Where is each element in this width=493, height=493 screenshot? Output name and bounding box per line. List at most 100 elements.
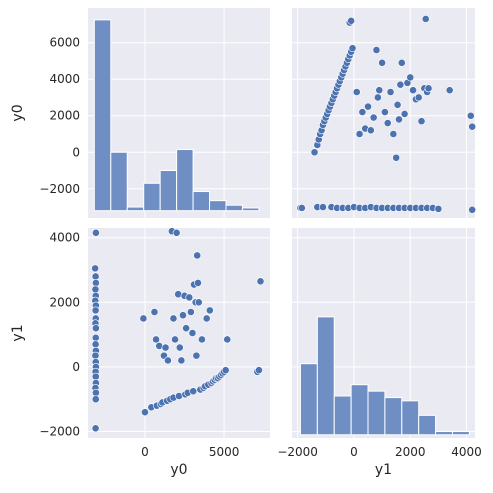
histogram-bar <box>110 151 128 212</box>
scatter-point <box>155 342 164 350</box>
scatter-point <box>406 73 415 82</box>
scatter-point <box>150 308 159 316</box>
scatter-point <box>255 366 263 375</box>
x-tick-label: 2000 <box>395 445 426 459</box>
histogram-bar <box>333 395 352 436</box>
y-axis-label-y0: y0 <box>10 104 26 121</box>
histogram-bar <box>159 170 178 212</box>
panel-background <box>88 228 270 438</box>
scatter-point <box>355 130 364 138</box>
y-tick: −2000 <box>39 425 80 439</box>
scatter-point <box>91 306 100 315</box>
scatter-point <box>414 93 423 102</box>
scatter-point <box>141 408 149 417</box>
histogram-bar <box>143 182 161 212</box>
histogram-bar <box>316 316 335 436</box>
scatter-point <box>182 324 191 333</box>
y-tick-label: 6000 <box>49 36 80 50</box>
x-tick: 2000 <box>395 445 426 459</box>
scatter-point <box>434 204 443 213</box>
y-tick: 2000 <box>49 295 80 309</box>
y-tick-label: 4000 <box>49 231 80 245</box>
scatter-point <box>91 424 100 433</box>
scatter-point <box>152 335 160 344</box>
y-tick: −2000 <box>39 182 80 196</box>
scatter-point <box>188 329 197 337</box>
x-tick: 4000 <box>451 445 482 459</box>
x-tick-label: 5000 <box>209 445 240 459</box>
panel-y1-vs-y0 <box>88 227 270 438</box>
scatter-point <box>352 88 361 96</box>
panel-y1-hist <box>292 228 475 438</box>
y-tick-label: 0 <box>72 360 80 374</box>
scatter-point <box>417 117 426 126</box>
scatter-point <box>92 388 100 397</box>
y-tick: 4000 <box>49 231 80 245</box>
scatter-point <box>91 264 100 273</box>
scatter-point <box>171 335 179 344</box>
y-tick-label: −2000 <box>39 182 80 196</box>
histogram-bar <box>367 390 386 436</box>
scatter-point <box>468 205 477 214</box>
y-tick: 0 <box>72 360 80 374</box>
histogram-bar <box>418 414 437 436</box>
x-tick-label: −2000 <box>277 445 318 459</box>
scatter-point <box>381 108 389 116</box>
y-axis-label-y1: y1 <box>10 324 26 341</box>
scatter-point <box>372 46 381 54</box>
histogram-bar <box>126 206 145 212</box>
scatter-point <box>205 306 214 315</box>
scatter-point <box>194 279 202 287</box>
y-tick: 2000 <box>49 109 80 123</box>
x-axis-label-y0: y0 <box>170 462 187 478</box>
scatter-point <box>383 119 392 127</box>
scatter-point <box>366 126 375 135</box>
histogram-bar <box>350 384 369 436</box>
x-tick: −2000 <box>277 445 318 459</box>
histogram-bar <box>435 431 453 436</box>
scatter-point <box>179 311 187 320</box>
histogram-bar <box>241 207 260 212</box>
scatter-point <box>91 285 100 294</box>
panel-y0-hist <box>88 8 270 218</box>
scatter-point <box>161 343 170 352</box>
histogram-bar <box>176 149 194 212</box>
histogram-bar <box>225 204 243 212</box>
y-tick: 4000 <box>49 72 80 86</box>
y-tick-label: 2000 <box>49 295 80 309</box>
x-tick: 5000 <box>209 445 240 459</box>
scatter-point <box>409 86 417 95</box>
scatter-point <box>373 93 382 102</box>
x-tick-label: 4000 <box>451 445 482 459</box>
scatter-point <box>395 115 403 124</box>
y-tick: 0 <box>72 145 80 159</box>
scatter-point <box>392 153 401 162</box>
scatter-point <box>91 351 100 360</box>
x-axis-label-y1: y1 <box>375 462 392 478</box>
x-tick: 0 <box>141 445 149 459</box>
scatter-point <box>223 335 232 344</box>
scatter-point <box>319 203 327 211</box>
scatter-point <box>421 15 430 23</box>
panel-y0-vs-y1 <box>292 8 477 218</box>
histogram-bar <box>192 191 211 212</box>
x-tick: 0 <box>350 445 358 459</box>
scatter-point <box>169 314 178 323</box>
scatter-point <box>400 110 409 118</box>
scatter-point <box>466 111 475 120</box>
scatter-point <box>174 290 183 299</box>
scatter-point <box>310 148 319 157</box>
scatter-point <box>468 122 477 131</box>
scatter-point <box>164 356 172 365</box>
scatter-point <box>297 204 306 212</box>
scatter-point <box>91 272 100 281</box>
scatter-point <box>139 314 148 323</box>
scatter-point <box>386 88 395 96</box>
scatter-point <box>91 372 100 381</box>
scatter-point <box>177 356 186 365</box>
scatter-point <box>175 343 184 352</box>
scatter-point <box>424 84 433 93</box>
scatter-point <box>364 102 372 111</box>
scatter-point <box>92 279 100 287</box>
scatter-point <box>185 293 194 302</box>
